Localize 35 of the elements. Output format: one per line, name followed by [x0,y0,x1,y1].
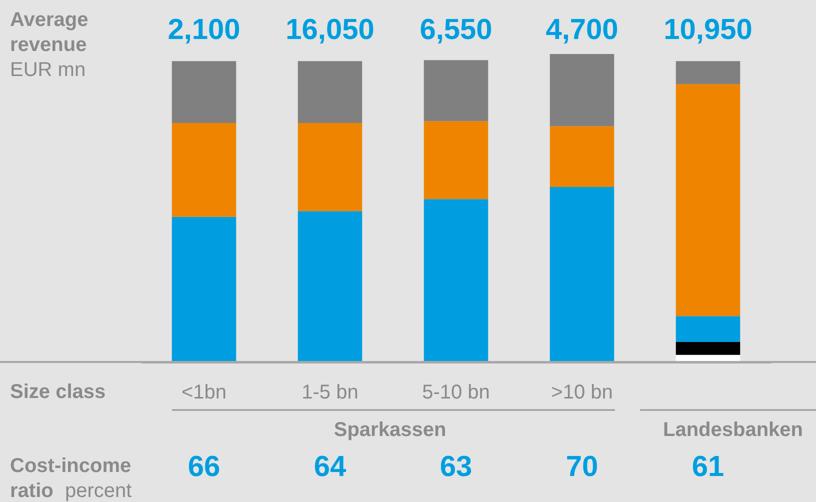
text: Sparkassen [334,419,446,441]
y-axis-title: Average revenue EUR mn [10,9,88,81]
text: 6,550 [420,14,492,46]
bar [676,61,740,84]
text: 4,700 [546,14,618,46]
bar [172,61,236,123]
bar [676,316,740,342]
x-tick-label: 1-5 bn [302,382,358,404]
bar [550,187,614,362]
bar [424,60,488,122]
text: 70 [566,451,598,483]
x-tick-label: <1bn [181,382,227,404]
x-tick-label: >10 bn [551,382,613,404]
x-axis-title: Size class [10,381,106,403]
text: Cost-income ratio percent [10,455,132,502]
bar [172,122,236,217]
x-tick-label: 5-10 bn [422,382,490,404]
bar [298,61,362,123]
bar [298,122,362,212]
bar [172,216,236,362]
bar [298,211,362,362]
text: Landesbanken [662,419,804,441]
text: 61 [692,451,724,483]
bar [550,126,614,188]
bar [424,199,488,362]
bar [550,54,614,126]
bar [424,121,488,200]
text: 66 [188,451,220,483]
text: 63 [440,451,472,483]
bar [676,84,740,316]
text: 16,050 [286,14,374,46]
text: 10,950 [664,14,752,46]
text: 64 [314,451,346,483]
bar [676,342,740,355]
text: 2,100 [168,14,240,46]
